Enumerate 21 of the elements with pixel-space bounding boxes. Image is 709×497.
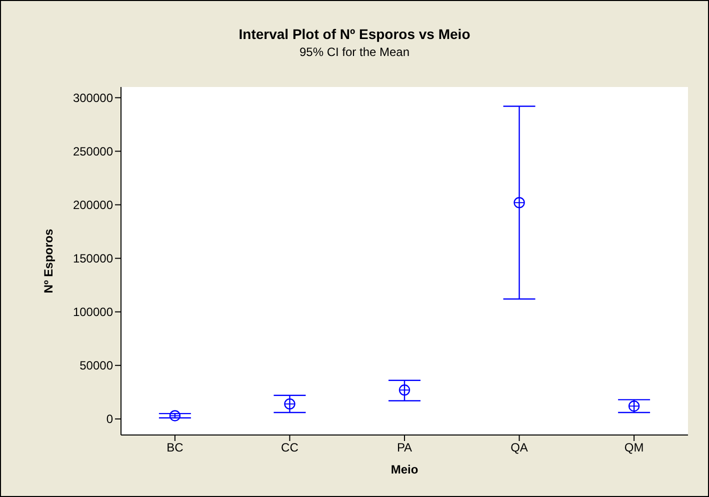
x-axis-title: Meio bbox=[390, 462, 418, 477]
chart-title: Interval Plot of Nº Esporos vs Meio bbox=[238, 26, 472, 42]
x-tick-label: BC bbox=[166, 440, 184, 455]
y-tick-label: 150000 bbox=[72, 252, 114, 266]
x-tick-label: CC bbox=[281, 440, 299, 455]
x-tick-label: PA bbox=[396, 440, 412, 455]
y-tick-label: 50000 bbox=[80, 358, 114, 373]
point bbox=[169, 410, 181, 422]
point bbox=[628, 400, 640, 412]
x-tick-label: QA bbox=[510, 440, 528, 455]
point bbox=[514, 197, 525, 208]
y-tick-label: 250000 bbox=[72, 144, 114, 159]
y-axis-title: Nº Esporos bbox=[41, 228, 56, 294]
x-tick-label: QM bbox=[624, 440, 644, 455]
y-tick-label: 0 bbox=[106, 412, 114, 426]
point bbox=[398, 384, 410, 396]
y-tick-label: 100000 bbox=[72, 305, 114, 320]
chart-subtitle: 95% CI for the Mean bbox=[298, 45, 411, 59]
y-tick-label: 300000 bbox=[72, 90, 114, 105]
y-tick-label: 200000 bbox=[72, 198, 114, 212]
point bbox=[284, 398, 296, 410]
